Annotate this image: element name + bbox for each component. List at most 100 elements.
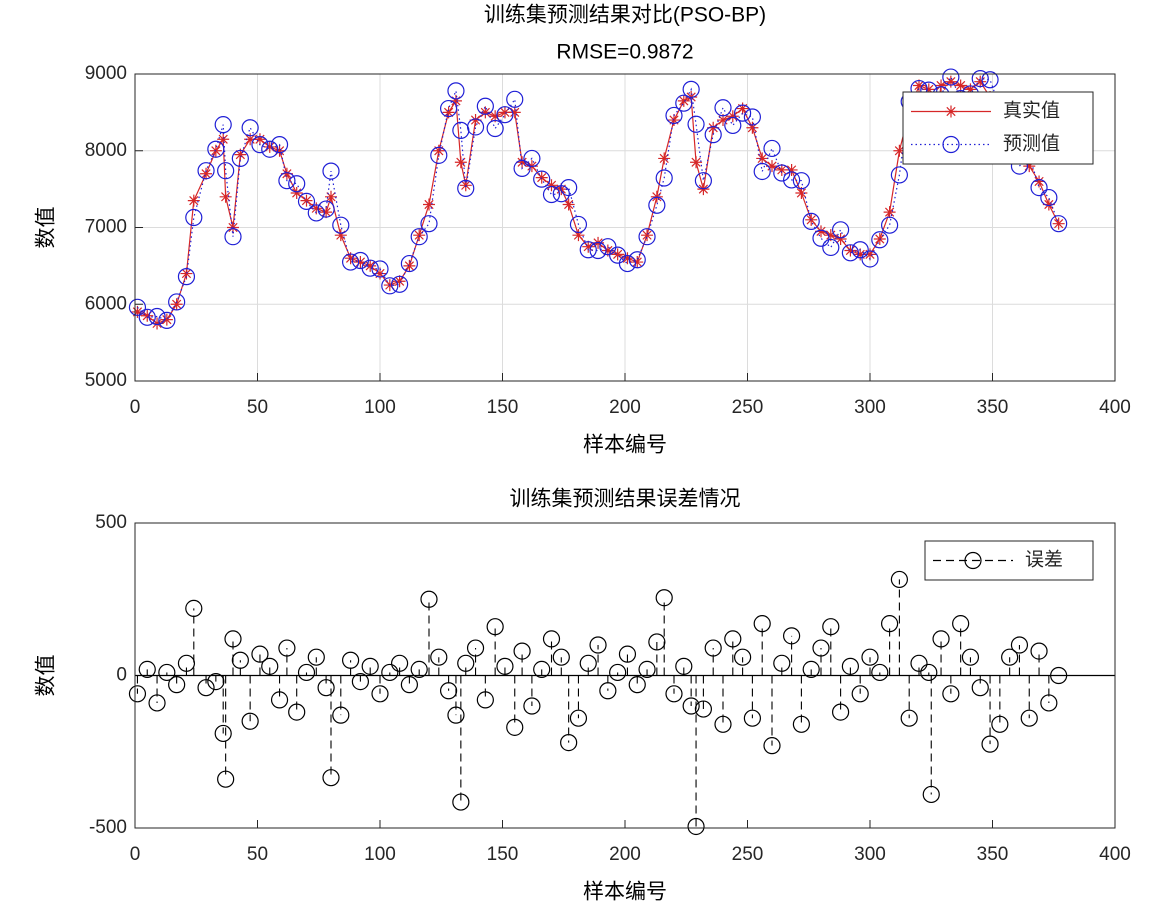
marker — [185, 208, 203, 227]
marker — [513, 642, 531, 660]
marker — [322, 162, 340, 180]
marker — [432, 144, 445, 157]
marker — [971, 679, 989, 697]
marker — [158, 311, 176, 329]
marker — [682, 697, 700, 715]
legend-label: 真实值 — [1003, 100, 1060, 122]
marker — [599, 238, 617, 256]
marker — [197, 162, 215, 180]
marker — [763, 737, 781, 755]
marker — [351, 672, 369, 691]
marker — [871, 231, 889, 249]
marker — [618, 254, 637, 273]
x-axis-label: 样本编号 — [583, 881, 667, 904]
marker — [364, 259, 377, 272]
marker — [381, 277, 399, 295]
marker — [1020, 709, 1038, 727]
marker — [851, 241, 869, 259]
marker — [782, 627, 801, 645]
marker — [942, 68, 960, 86]
marker — [841, 244, 860, 262]
marker — [920, 663, 938, 682]
marker — [410, 228, 428, 246]
marker — [476, 97, 494, 115]
marker — [724, 116, 742, 135]
marker — [792, 715, 811, 733]
marker — [694, 700, 713, 718]
marker — [815, 225, 827, 238]
marker — [454, 156, 467, 169]
marker — [922, 83, 935, 96]
y-tick-label: 6000 — [85, 293, 127, 314]
marker — [922, 785, 940, 804]
marker — [900, 709, 918, 727]
marker — [420, 215, 438, 233]
legend-box — [902, 91, 1094, 165]
marker — [403, 259, 416, 272]
marker — [138, 660, 156, 679]
marker — [430, 648, 448, 666]
marker — [569, 709, 588, 727]
marker — [1010, 636, 1029, 654]
marker — [423, 198, 435, 211]
marker — [430, 146, 448, 164]
marker — [932, 630, 950, 648]
marker — [148, 307, 166, 326]
marker — [168, 293, 186, 311]
marker — [342, 651, 360, 669]
marker — [773, 164, 791, 182]
marker — [151, 317, 164, 330]
marker — [479, 106, 492, 119]
legend-marker — [942, 135, 960, 154]
marker — [795, 186, 808, 199]
marker — [824, 229, 837, 242]
marker — [733, 648, 752, 666]
y-tick-label: 0 — [116, 665, 127, 686]
marker — [207, 140, 225, 158]
marker — [270, 691, 289, 709]
marker — [665, 106, 683, 125]
marker — [506, 718, 524, 736]
marker — [638, 228, 656, 246]
y-tick-label: 8000 — [85, 140, 127, 161]
marker — [209, 144, 222, 157]
marker — [675, 657, 693, 675]
marker — [964, 83, 977, 96]
x-tick-label: 300 — [854, 844, 886, 865]
marker — [822, 618, 840, 636]
marker — [746, 121, 759, 134]
x-tick-label: 100 — [364, 397, 396, 418]
marker — [371, 685, 389, 703]
marker — [440, 682, 458, 700]
marker — [1001, 648, 1019, 666]
marker — [677, 94, 690, 107]
marker — [1023, 160, 1036, 173]
marker — [542, 630, 561, 648]
marker — [665, 685, 683, 703]
marker — [290, 186, 303, 199]
x-tick-label: 0 — [130, 844, 141, 865]
marker — [694, 172, 713, 190]
marker — [961, 648, 980, 666]
y-tick-label: 5000 — [85, 370, 127, 391]
marker — [440, 99, 458, 118]
marker — [224, 228, 242, 246]
marker — [244, 133, 257, 146]
marker — [792, 172, 811, 190]
marker — [655, 589, 673, 607]
marker — [231, 149, 249, 168]
marker — [128, 298, 147, 316]
marker — [687, 817, 705, 836]
marker — [381, 663, 399, 682]
marker — [457, 654, 475, 672]
marker — [320, 206, 333, 219]
x-tick-label: 0 — [130, 397, 141, 418]
marker — [141, 309, 154, 322]
marker — [344, 252, 357, 265]
legend-marker — [964, 551, 982, 570]
x-tick-label: 400 — [1099, 844, 1131, 865]
y-axis-label: 数值 — [35, 655, 58, 697]
marker — [844, 244, 857, 257]
